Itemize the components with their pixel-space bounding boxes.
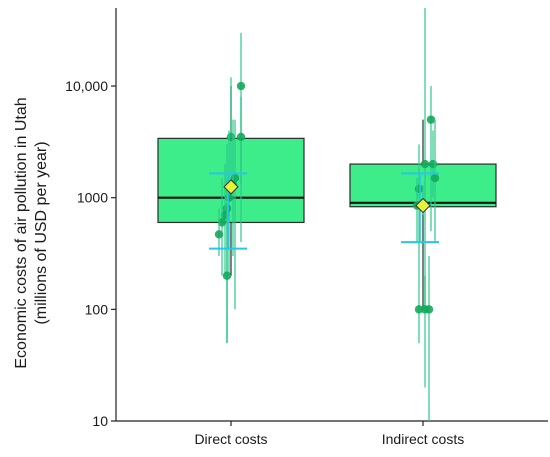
data-point	[236, 81, 246, 91]
y-tick-label: 10,000	[65, 78, 108, 94]
data-point	[236, 132, 246, 142]
y-tick-label: 10	[92, 413, 108, 429]
data-point	[214, 230, 224, 239]
data-point	[224, 193, 234, 202]
y-tick-label: 1000	[77, 190, 108, 206]
mean-marker	[415, 197, 431, 214]
data-point	[222, 271, 232, 280]
y-axis-title: Economic costs of air pollution in Utah …	[13, 97, 50, 368]
mean-marker	[223, 179, 239, 195]
data-point	[426, 115, 436, 124]
y-axis-title-line-2: (millions of USD per year)	[33, 141, 50, 324]
y-axis-title-line-1: Economic costs of air pollution in Utah	[13, 97, 30, 368]
data-point	[217, 218, 227, 227]
data-point	[414, 184, 424, 194]
x-tick-label: Direct costs	[194, 431, 267, 447]
y-tick-label: 100	[85, 301, 109, 317]
data-point	[226, 132, 236, 142]
data-point	[430, 173, 440, 183]
x-tick-label: Indirect costs	[382, 431, 464, 447]
data-point	[424, 305, 434, 314]
data-point	[414, 305, 424, 314]
data-point	[420, 159, 430, 169]
plot-area: 10 100 1000 10,000 Direct costs Indirect cost…	[65, 8, 548, 447]
data-point	[428, 159, 438, 169]
